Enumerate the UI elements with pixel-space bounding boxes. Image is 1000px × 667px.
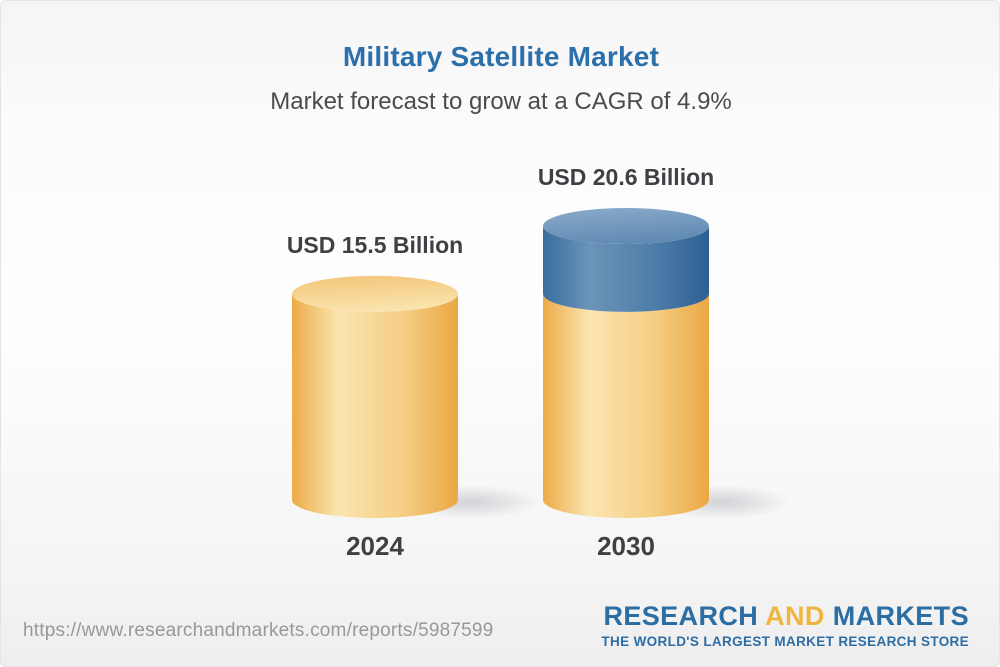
logo-tagline: THE WORLD'S LARGEST MARKET RESEARCH STOR… — [601, 634, 969, 649]
bar-2024-cap — [292, 275, 458, 312]
chart-title: Military Satellite Market — [342, 41, 660, 72]
axis-label-2030: 2030 — [597, 531, 655, 561]
logo-word-and: AND — [765, 601, 825, 631]
logo-wordmark: RESEARCH AND MARKETS — [601, 603, 969, 630]
bar-2030-segment-1 — [543, 226, 709, 312]
logo-word-markets: MARKETS — [832, 601, 969, 631]
chart-subtitle: Market forecast to grow at a CAGR of 4.9… — [270, 88, 732, 115]
bar-2030-cap — [543, 208, 709, 245]
logo-word-research: RESEARCH — [603, 601, 759, 631]
research-and-markets-logo: RESEARCH AND MARKETS THE WORLD'S LARGEST… — [601, 603, 969, 649]
report-url: https://www.researchandmarkets.com/repor… — [23, 620, 494, 641]
axis-label-2024: 2024 — [346, 531, 404, 561]
value-label-2024: USD 15.5 Billion — [286, 231, 464, 258]
value-label-2030: USD 20.6 Billion — [537, 164, 715, 191]
bar-2030-segment-0 — [543, 293, 709, 518]
bar-2024-segment-0 — [292, 293, 458, 518]
